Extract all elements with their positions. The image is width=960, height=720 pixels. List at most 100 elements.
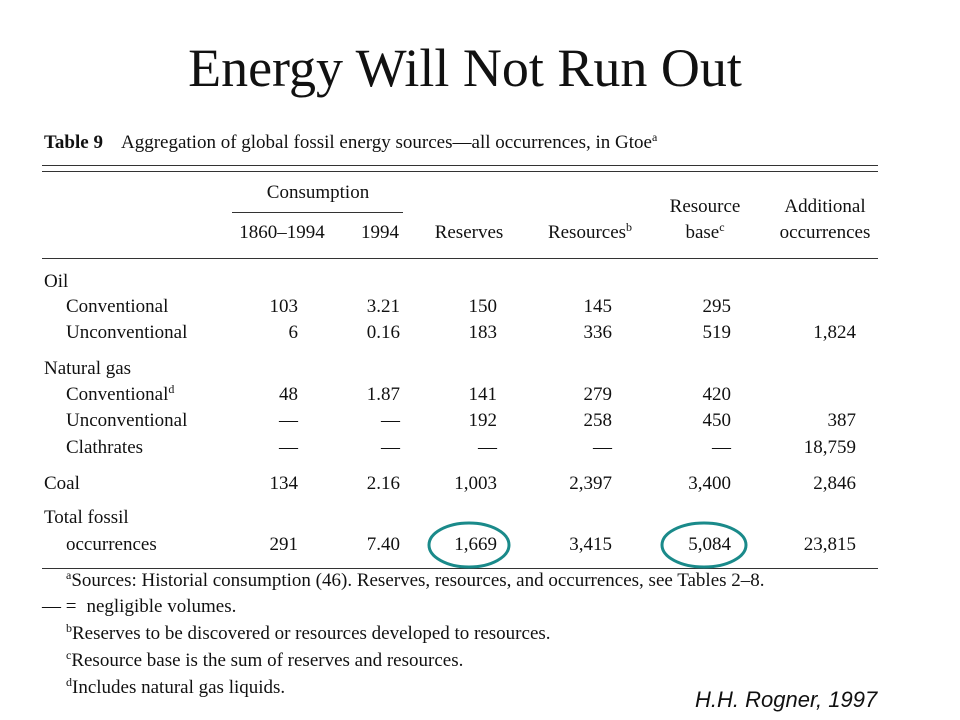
row-label-text: Unconventional — [66, 410, 188, 431]
group-header-cell: Consumption — [218, 182, 418, 204]
column-header-text: Resource — [669, 196, 741, 217]
table-cell: 295 — [611, 296, 732, 318]
table-cell: 103 — [178, 296, 299, 318]
cell-text: 519 — [702, 322, 732, 343]
cell-text: 3,415 — [569, 534, 612, 555]
slide-title: Energy Will Not Run Out — [188, 38, 742, 98]
row-label: Unconventional — [66, 410, 286, 432]
table-cell: 7.40 — [280, 534, 400, 556]
column-header: 1860–1994 — [182, 222, 382, 244]
row-label-text: Conventional — [66, 296, 169, 317]
cell-text: 1,669 — [454, 534, 497, 555]
table-cell: 519 — [611, 322, 732, 344]
row-label-text: occurrences — [66, 534, 157, 555]
cell-text: 192 — [468, 410, 498, 431]
cell-text: 387 — [827, 410, 857, 431]
cell-text: — — [593, 437, 612, 458]
row-note: d — [168, 382, 175, 396]
cell-text: 7.40 — [366, 534, 400, 555]
cell-text: — — [279, 437, 298, 458]
column-header-text: base — [685, 222, 720, 243]
cell-text: 103 — [269, 296, 299, 317]
cell-text: 6 — [288, 322, 299, 343]
cell-text: 3,400 — [688, 473, 731, 494]
row-label-text: Coal — [44, 473, 80, 494]
column-header-text: Reserves — [434, 222, 504, 243]
row-label: Clathrates — [66, 437, 286, 459]
rule — [42, 258, 878, 259]
table-cell: 1.87 — [280, 384, 400, 406]
table-cell: — — [178, 410, 298, 432]
table-cell: 18,759 — [736, 437, 856, 459]
table-cell: 134 — [178, 473, 299, 495]
caption-note: a — [651, 130, 658, 144]
cell-text: 1,003 — [454, 473, 497, 494]
rule — [42, 568, 878, 569]
row-label: Coal — [44, 473, 264, 495]
table-cell: 387 — [736, 410, 857, 432]
table-cell: 192 — [377, 410, 498, 432]
cell-text: 279 — [583, 384, 613, 405]
table-cell: — — [377, 437, 497, 459]
cell-text: 450 — [702, 410, 732, 431]
table-cell: 0.16 — [280, 322, 400, 344]
cell-text: 183 — [468, 322, 498, 343]
column-header: Resourcesb — [490, 221, 690, 244]
cell-text: 134 — [269, 473, 299, 494]
cell-text: 145 — [583, 296, 613, 317]
row-label-text: Natural gas — [44, 358, 132, 379]
footnote-mark: d — [66, 675, 72, 689]
table-cell: — — [178, 437, 298, 459]
table-cell: — — [280, 410, 400, 432]
cell-text: 48 — [279, 384, 298, 405]
column-header: occurrences — [725, 222, 925, 244]
cell-text: 2.16 — [366, 473, 400, 494]
table-cell: — — [280, 437, 400, 459]
cell-text: 23,815 — [803, 534, 856, 555]
footnote: cResource base is the sum of reserves an… — [66, 649, 926, 672]
rule — [232, 212, 403, 213]
cell-text: 336 — [583, 322, 613, 343]
cell-text: — — [279, 410, 298, 431]
footnote-text: Reserves to be discovered or resources d… — [72, 623, 551, 644]
row-label: Oil — [44, 271, 264, 293]
column-header: Reserves — [369, 222, 569, 244]
column-header: 1994 — [280, 222, 480, 244]
row-label: Natural gas — [44, 358, 264, 380]
footnote-text: Resource base is the sum of reserves and… — [71, 650, 464, 671]
table-cell: 183 — [377, 322, 498, 344]
table-cell: 2.16 — [280, 473, 400, 495]
table-cell: 450 — [611, 410, 732, 432]
column-header: basec — [605, 221, 805, 244]
group-header: Consumption — [266, 182, 370, 203]
cell-text: 150 — [468, 296, 498, 317]
cell-text: 18,759 — [803, 437, 856, 458]
column-header-text: Additional — [784, 196, 866, 217]
row-label: Unconventional — [66, 322, 286, 344]
table-cell: — — [492, 437, 612, 459]
table-cell: 3,400 — [611, 473, 731, 495]
row-label-text: Total fossil — [44, 507, 129, 528]
table-cell: — — [611, 437, 731, 459]
cell-text: 0.16 — [366, 322, 400, 343]
table-cell: 145 — [492, 296, 613, 318]
cell-text: — — [478, 437, 497, 458]
row-label: occurrences — [66, 534, 286, 556]
table-cell: 258 — [492, 410, 613, 432]
footnote-text: negligible volumes. — [86, 596, 237, 617]
table-cell: 291 — [178, 534, 299, 556]
footnote-mark: a — [66, 568, 72, 582]
table-caption: Table 9 Aggregation of global fossil ener… — [44, 130, 844, 154]
table-cell: 1,003 — [377, 473, 497, 495]
table-cell: 23,815 — [736, 534, 856, 556]
footnote-mark: — = — [42, 596, 77, 617]
cell-text: 295 — [702, 296, 732, 317]
table-cell: 3.21 — [280, 296, 400, 318]
footnote: bReserves to be discovered or resources … — [66, 622, 926, 645]
table-cell: 1,669 — [377, 534, 497, 556]
row-label-text: Unconventional — [66, 322, 188, 343]
table-cell: 420 — [611, 384, 732, 406]
table-cell: 48 — [178, 384, 298, 406]
cell-text: — — [381, 410, 400, 431]
attribution: H.H. Rogner, 1997 — [695, 687, 878, 712]
